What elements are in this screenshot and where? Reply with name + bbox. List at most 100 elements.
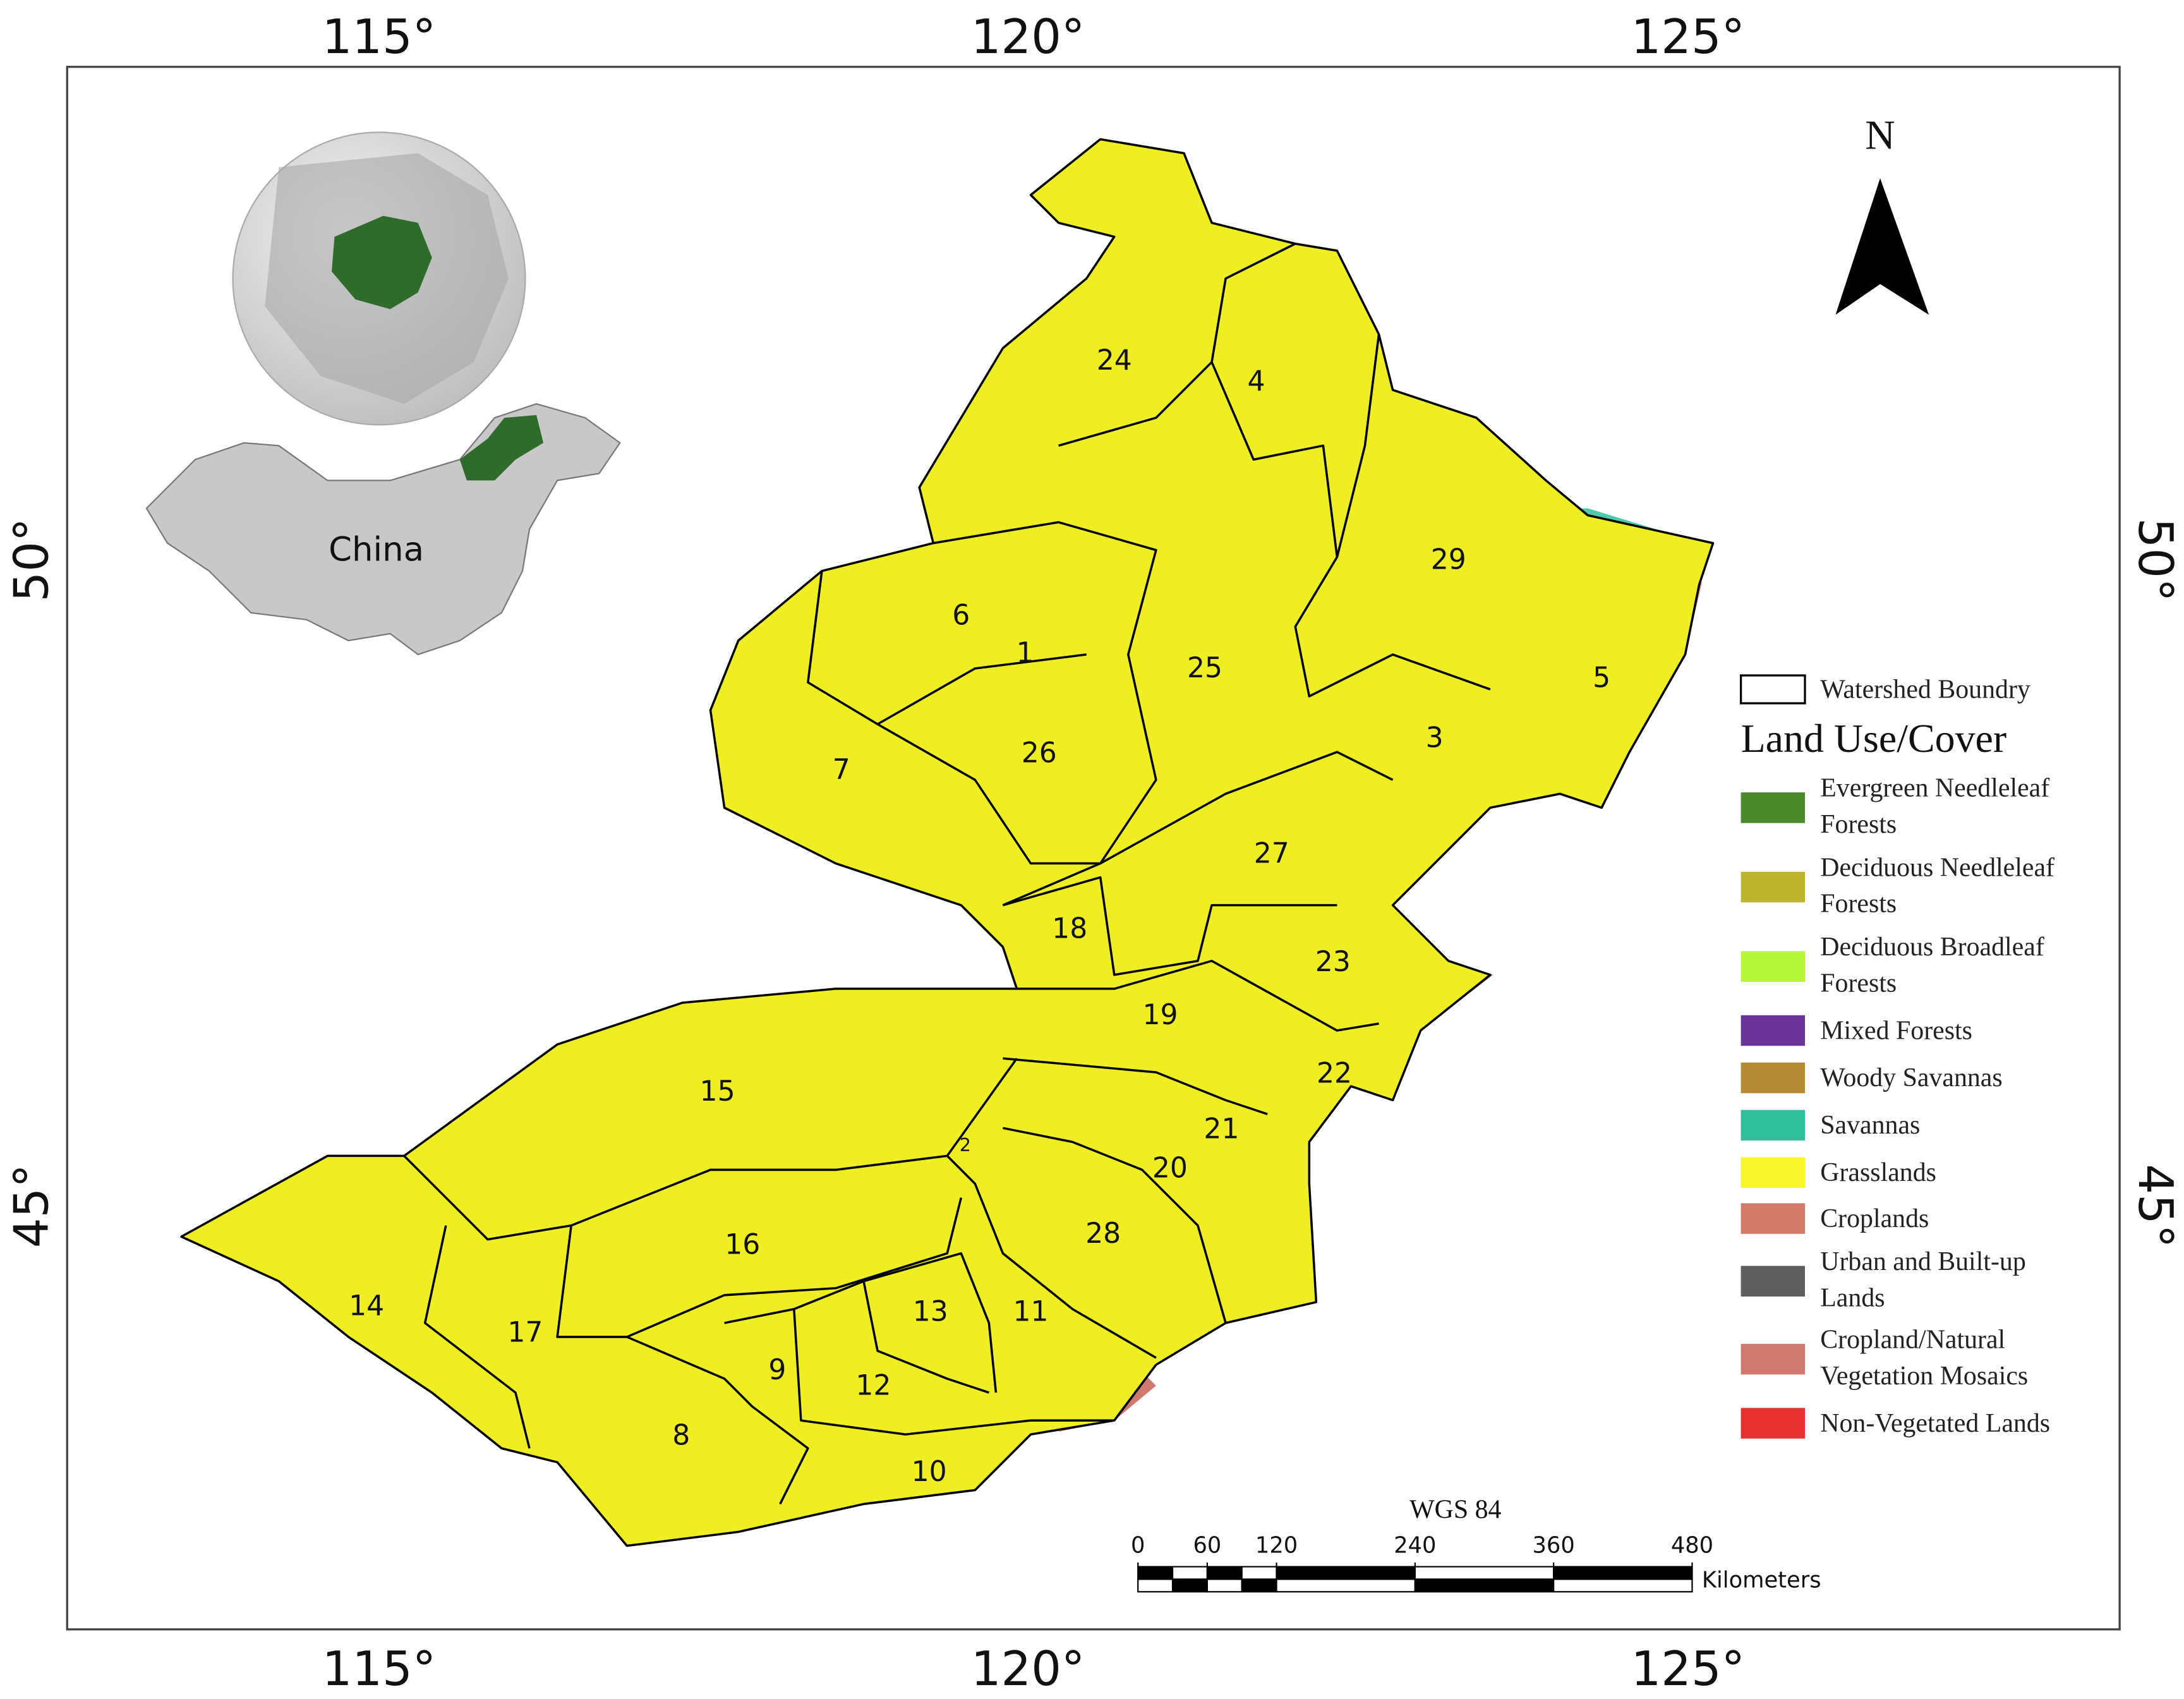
legend-label: Grasslands — [1820, 1158, 1936, 1187]
scale-segment — [1414, 1578, 1555, 1593]
watershed-label: 23 — [1315, 946, 1351, 978]
legend-swatch — [1741, 1266, 1805, 1297]
lat-label: 45° — [3, 1164, 59, 1248]
watershed-label: 16 — [725, 1229, 760, 1261]
legend-label: Urban and Built-up — [1820, 1247, 2026, 1276]
legend-swatch — [1741, 1203, 1805, 1234]
lon-label: 115° — [322, 9, 436, 64]
scale-tick-label: 120 — [1255, 1533, 1298, 1559]
scale-segment — [1137, 1566, 1174, 1580]
scale-segment — [1414, 1566, 1555, 1580]
legend-label: Deciduous Needleleaf — [1820, 853, 2054, 882]
scale-segment — [1553, 1566, 1693, 1580]
watershed-label: 5 — [1593, 662, 1610, 694]
legend-swatch — [1741, 1062, 1805, 1094]
watershed-label: 1 — [1017, 637, 1034, 669]
watershed-label: 10 — [912, 1456, 947, 1488]
watershed-label: 28 — [1085, 1218, 1121, 1250]
scale-segment — [1171, 1578, 1208, 1593]
watershed-label: 13 — [913, 1295, 948, 1327]
legend-swatch — [1741, 792, 1805, 823]
watershed-label: 22 — [1317, 1058, 1352, 1090]
watershed-label: 12 — [855, 1369, 891, 1401]
north-arrow — [1835, 178, 1929, 315]
legend-label: Mixed Forests — [1820, 1016, 1972, 1045]
legend-swatch — [1741, 951, 1805, 982]
watershed-label: 11 — [1013, 1295, 1048, 1327]
watershed-label: 25 — [1187, 652, 1222, 684]
legend-label: Woody Savannas — [1820, 1063, 2002, 1092]
lon-label: 120° — [971, 9, 1085, 64]
scale-segment — [1241, 1566, 1277, 1580]
legend-label: Savannas — [1820, 1111, 1920, 1140]
legend-title: Land Use/Cover — [1741, 716, 2007, 761]
legend-label: Forests — [1820, 890, 1897, 919]
watershed-label: 8 — [672, 1420, 690, 1452]
watershed-label: 15 — [700, 1075, 735, 1108]
scale-tick-label: 60 — [1193, 1533, 1221, 1559]
scale-segment — [1206, 1578, 1243, 1593]
scale-tick-label: 480 — [1671, 1533, 1713, 1559]
watershed-label: 21 — [1204, 1113, 1239, 1146]
lat-label: 50° — [2128, 518, 2183, 602]
legend-label: Croplands — [1820, 1204, 1929, 1233]
scale-segment — [1137, 1578, 1174, 1593]
watershed-label: 18 — [1052, 912, 1087, 945]
watershed-label: 2 — [960, 1134, 971, 1156]
watershed-boundaries — [403, 243, 1491, 1505]
watershed-label: 7 — [833, 754, 850, 786]
scale-segment — [1553, 1578, 1693, 1593]
scale-tick-label: 0 — [1131, 1533, 1145, 1559]
scale-segment — [1206, 1566, 1243, 1580]
scale-tick-label: 360 — [1533, 1533, 1575, 1559]
legend-label: Vegetation Mosaics — [1820, 1362, 2028, 1391]
country-label: China — [329, 530, 424, 569]
legend-label: Forests — [1820, 810, 1897, 839]
legend-items: Evergreen Needleleaf Forests Deciduous Nee… — [1741, 774, 2054, 1439]
scale-datum: WGS 84 — [1409, 1495, 1501, 1524]
watershed-label: 27 — [1254, 837, 1289, 869]
watershed-label: 9 — [768, 1354, 786, 1386]
watershed-label: 26 — [1022, 737, 1057, 770]
legend-swatch — [1741, 1408, 1805, 1439]
legend-label: Deciduous Broadleaf — [1820, 933, 2044, 962]
legend-swatch — [1741, 1015, 1805, 1046]
watershed-label: 6 — [952, 599, 970, 631]
legend-boundary-swatch — [1739, 674, 1806, 704]
watershed-label: 14 — [349, 1290, 384, 1322]
legend-label: Forests — [1820, 969, 1897, 998]
lon-label: 125° — [1631, 9, 1745, 64]
watershed-label: 3 — [1426, 722, 1444, 754]
watershed-label: 20 — [1152, 1152, 1188, 1184]
scale-segment — [1276, 1578, 1416, 1593]
legend-swatch — [1741, 1343, 1805, 1375]
legend-swatch — [1741, 871, 1805, 903]
globe-china — [332, 215, 432, 310]
scale-unit: Kilometers — [1702, 1568, 1821, 1593]
study-area-inset — [459, 414, 544, 481]
legend-label: Cropland/Natural — [1820, 1326, 2005, 1355]
scale-segment — [1171, 1566, 1208, 1580]
lon-label: 125° — [1631, 1641, 1745, 1696]
watershed-label: 24 — [1097, 344, 1132, 377]
legend-boundary-label: Watershed Boundry — [1820, 675, 2030, 704]
scale-segment — [1276, 1566, 1416, 1580]
legend-label: Lands — [1820, 1283, 1885, 1312]
legend-swatch — [1741, 1157, 1805, 1188]
lat-label: 45° — [2128, 1164, 2183, 1248]
scale-bar: 0 60 120 240 360 480 Kilometers — [1131, 1533, 1821, 1593]
scale-tick-label: 240 — [1394, 1533, 1436, 1559]
watershed-label: 4 — [1248, 365, 1265, 397]
lat-label: 50° — [3, 518, 59, 602]
north-label: N — [1865, 112, 1895, 159]
lon-label: 115° — [322, 1641, 436, 1696]
watershed-label: 29 — [1431, 543, 1466, 576]
scale-segment — [1241, 1578, 1277, 1593]
legend-swatch — [1741, 1109, 1805, 1141]
legend-label: Evergreen Needleleaf — [1820, 774, 2049, 803]
legend-label: Non-Vegetated Lands — [1820, 1409, 2050, 1438]
watershed-label: 19 — [1142, 999, 1178, 1031]
lon-label: 120° — [971, 1641, 1085, 1696]
